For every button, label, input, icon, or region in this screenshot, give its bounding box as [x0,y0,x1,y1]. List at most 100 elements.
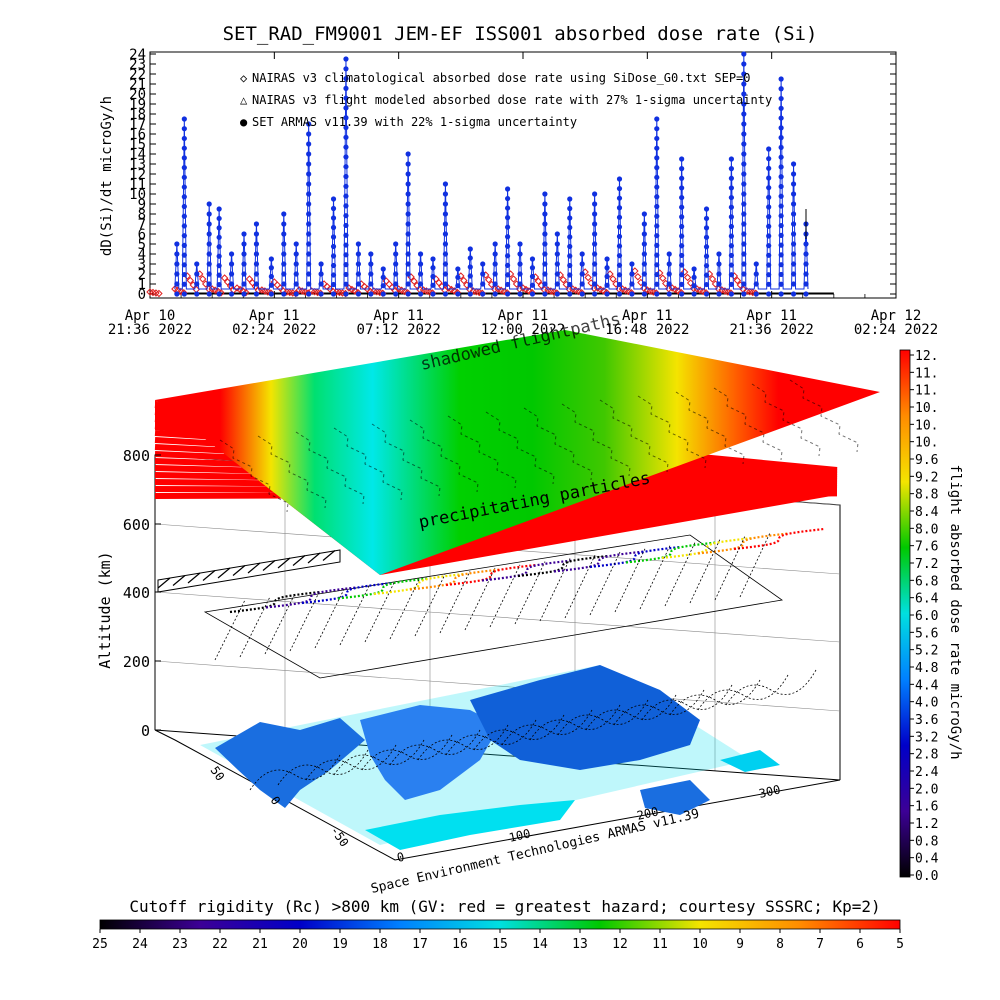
armas-dose-point [393,241,399,247]
armas-dose-point [343,115,349,121]
climatological-dose-point [680,268,689,276]
armas-dose-point [529,265,536,271]
armas-dose-point [616,214,623,220]
ground-track [725,669,817,706]
armas-dose-point [306,211,312,217]
y-tick-label: 21 [129,77,146,93]
z-axis-label: Altitude (km) [96,551,114,668]
colorbar-tick-label: 4.0 [915,696,938,711]
armas-dose-point [253,251,260,257]
armas-dose-point [790,291,797,297]
armas-dose-point [616,185,623,192]
armas-dose-point [679,194,685,201]
armas-dose-point [206,221,212,227]
armas-dose-point [216,244,222,250]
armas-dose-point [542,251,548,257]
flight-path-tail [157,550,336,589]
armas-dose-point [691,283,697,289]
armas-dose-point [616,272,623,278]
armas-dose-point [629,291,635,297]
x-tick-label-time: 16:48 2022 [605,322,689,338]
armas-dose-point [679,175,685,181]
armas-dose-point [790,231,797,237]
armas-dose-point [306,171,312,177]
armas-dose-trace [174,53,809,290]
armas-dose-point [504,186,511,192]
armas-dose-point [343,203,349,209]
armas-dose-point [343,271,349,278]
armas-dose-point [766,291,772,297]
armas-dose-point [790,191,797,197]
armas-dose-point [728,166,734,172]
ground-track [445,719,537,756]
armas-dose-point [641,221,647,227]
armas-dose-point [442,241,449,247]
ground-track [389,729,481,766]
armas-dose-point [703,215,710,222]
armas-dose-point [343,242,349,248]
armas-dose-point [778,183,784,190]
armas-dose-point [467,273,473,279]
colorbar-tick-label: 6.8 [915,574,938,589]
colorbar-tick-label: 3.6 [915,713,938,728]
colorbar-tick-label: 6.0 [915,609,938,624]
y-tick-label: 8 [138,207,146,223]
armas-dose-point [405,161,411,167]
armas-dose-point [567,224,573,231]
armas-dose-point [343,95,349,101]
flight-path-segment [314,587,346,649]
armas-dose-point [281,291,287,297]
armas-dose-point [492,251,498,257]
armas-dose-point [766,262,772,268]
flight-path-tail-mark [247,562,261,574]
armas-dose-point [542,231,548,237]
armas-dose-point [306,141,312,147]
armas-dose-point [405,181,411,187]
armas-dose-point [542,191,548,197]
armas-dose-point [542,241,548,247]
armas-dose-point [306,121,312,127]
colorbar-tick-label: 4.4 [915,678,939,693]
armas-dose-point [241,291,247,297]
armas-dose-point [306,151,312,157]
colorbar-tick-label: 9 [736,937,744,952]
armas-dose-point [666,251,672,257]
armas-dose-point [216,215,222,222]
armas-dose-point [741,271,747,277]
colorbar-tick-label: 2.0 [915,782,938,797]
armas-dose-point [318,281,324,287]
armas-dose-point [293,261,299,267]
armas-dose-point [228,271,235,277]
climatological-dose-point [435,279,443,287]
armas-dose-point [679,156,685,162]
armas-dose-point [517,281,523,287]
climatological-dose-point [696,286,704,294]
armas-dose-point [679,262,685,268]
armas-dose-point [181,184,187,190]
armas-dose-point [405,211,411,217]
armas-dose-point [343,105,349,111]
armas-dose-point [281,231,287,237]
armas-dose-point [228,281,235,287]
armas-dose-point [393,281,399,287]
flight-path-segment [664,542,696,607]
climatological-dose-point [497,286,505,294]
armas-dose-point [442,231,449,237]
climatological-dose-point [683,273,692,282]
armas-dose-point [679,252,685,259]
shadowed-flightpath [219,439,289,513]
flight-path-segment [414,574,446,637]
climatological-dose-point [199,275,207,283]
legend-symbol: ● [240,115,248,129]
armas-dose-point [405,251,411,257]
armas-dose-point [343,291,349,297]
armas-dose-point [529,282,536,288]
armas-dose-point [753,291,759,297]
armas-dose-point [741,111,747,117]
colorbar-tick-label: 10. [915,418,938,433]
flight-path-segment [239,596,271,658]
armas-dose-point [455,266,461,272]
y-tick-label: 12 [129,167,146,183]
armas-dose-point [306,191,312,197]
